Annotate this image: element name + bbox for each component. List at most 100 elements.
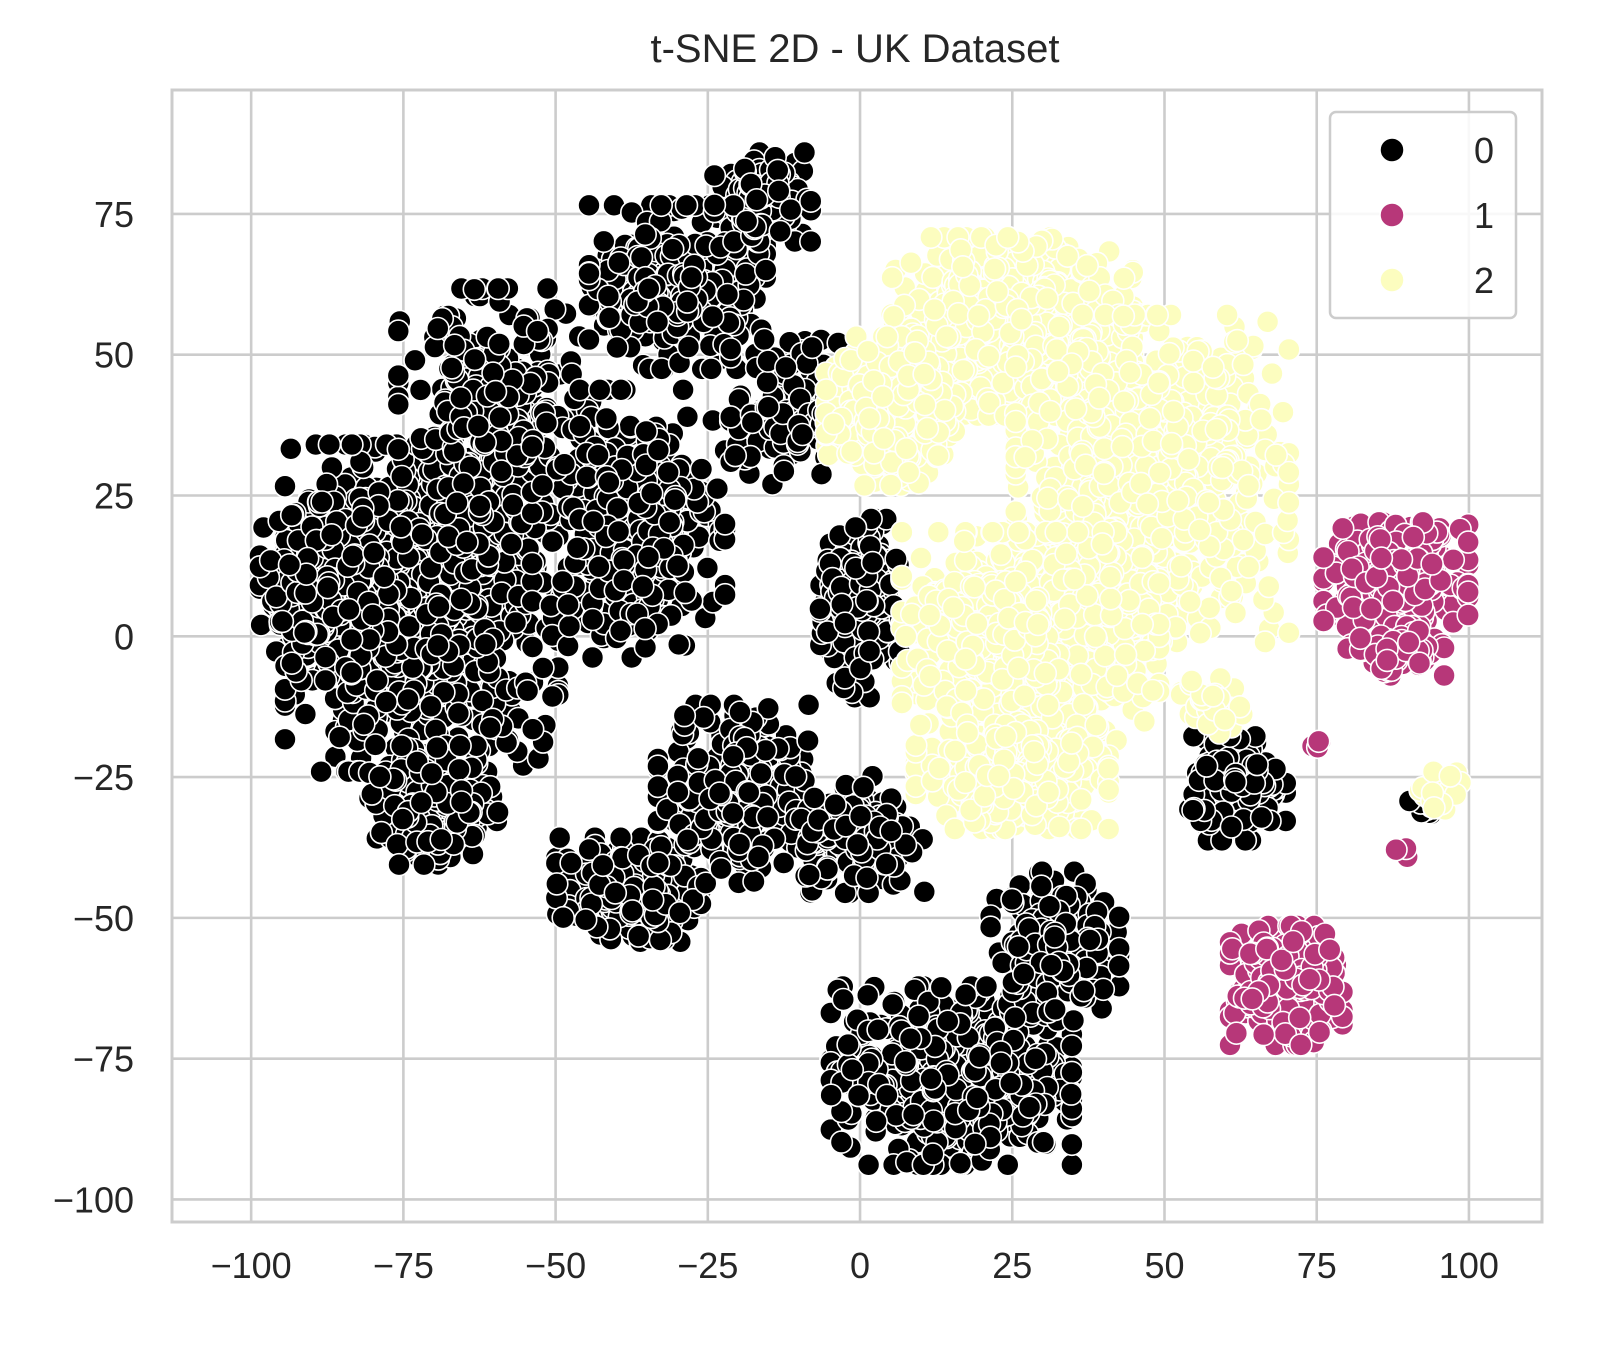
data-point bbox=[921, 1109, 946, 1133]
data-point bbox=[998, 1071, 1023, 1095]
data-point bbox=[611, 548, 636, 573]
data-point bbox=[665, 553, 690, 578]
data-point bbox=[446, 701, 471, 726]
data-point bbox=[273, 727, 297, 752]
data-point bbox=[1037, 894, 1062, 919]
data-point bbox=[640, 888, 665, 912]
data-point bbox=[386, 392, 411, 417]
data-point bbox=[718, 405, 743, 429]
data-point bbox=[586, 443, 610, 468]
data-point bbox=[772, 459, 796, 484]
data-point bbox=[319, 522, 344, 547]
data-point bbox=[309, 759, 333, 784]
data-point bbox=[633, 222, 658, 247]
data-point bbox=[577, 261, 601, 286]
data-point bbox=[278, 436, 303, 461]
data-point bbox=[848, 804, 873, 829]
data-point bbox=[649, 193, 674, 218]
data-point bbox=[879, 819, 903, 843]
data-point bbox=[989, 1051, 1013, 1075]
data-point bbox=[1330, 516, 1355, 541]
data-point bbox=[765, 158, 790, 183]
data-point bbox=[1043, 997, 1067, 1022]
data-point bbox=[636, 545, 661, 569]
data-point bbox=[1359, 596, 1384, 621]
data-point bbox=[663, 487, 687, 512]
data-point bbox=[478, 715, 503, 740]
data-point bbox=[419, 761, 444, 786]
data-point bbox=[1017, 1095, 1042, 1119]
data-point bbox=[629, 245, 654, 270]
data-point bbox=[633, 616, 657, 641]
data-point bbox=[466, 414, 491, 438]
data-point bbox=[715, 282, 740, 307]
data-point bbox=[575, 465, 599, 489]
data-point bbox=[967, 1045, 992, 1069]
data-point bbox=[755, 370, 779, 394]
data-point bbox=[439, 356, 464, 380]
data-point bbox=[766, 179, 791, 203]
data-point bbox=[796, 728, 820, 753]
data-point bbox=[792, 140, 817, 165]
data-point bbox=[552, 452, 577, 477]
data-point bbox=[674, 193, 699, 218]
data-point bbox=[718, 337, 743, 361]
data-point bbox=[473, 632, 498, 657]
data-point bbox=[1059, 1082, 1083, 1106]
data-point bbox=[449, 790, 474, 814]
data-point bbox=[386, 437, 411, 462]
data-point bbox=[702, 163, 727, 188]
data-point bbox=[386, 319, 411, 343]
data-point bbox=[350, 504, 375, 529]
data-point bbox=[864, 1109, 888, 1134]
data-point bbox=[1031, 1130, 1056, 1154]
data-point bbox=[796, 692, 821, 717]
data-point bbox=[608, 618, 633, 643]
data-point bbox=[462, 347, 487, 372]
data-point bbox=[666, 780, 690, 805]
data-point bbox=[676, 335, 701, 359]
data-point bbox=[412, 852, 436, 877]
data-point bbox=[645, 310, 670, 334]
data-point bbox=[636, 276, 661, 301]
data-point bbox=[727, 832, 752, 857]
data-point bbox=[315, 575, 340, 600]
data-point bbox=[577, 193, 601, 218]
data-point bbox=[327, 725, 352, 750]
data-point bbox=[1311, 545, 1336, 570]
data-point bbox=[486, 800, 510, 825]
data-point bbox=[1107, 904, 1131, 929]
data-point bbox=[1456, 580, 1480, 604]
data-point bbox=[856, 1153, 881, 1177]
data-point bbox=[1456, 603, 1480, 627]
data-point bbox=[768, 219, 793, 244]
data-point bbox=[740, 410, 765, 435]
data-point bbox=[893, 1049, 918, 1074]
data-point bbox=[607, 250, 631, 275]
data-point bbox=[1389, 547, 1414, 572]
data-point bbox=[808, 596, 832, 621]
data-point bbox=[672, 703, 697, 728]
data-point bbox=[1011, 962, 1036, 986]
data-point bbox=[270, 609, 295, 634]
data-point bbox=[425, 316, 450, 341]
data-point bbox=[755, 805, 780, 830]
data-point bbox=[656, 460, 681, 485]
data-point bbox=[603, 881, 628, 905]
data-point bbox=[749, 761, 773, 786]
data-point bbox=[744, 188, 769, 212]
data-point bbox=[1060, 1034, 1084, 1058]
data-point bbox=[293, 702, 318, 726]
data-point bbox=[426, 633, 450, 658]
data-point bbox=[535, 276, 560, 301]
data-point bbox=[550, 569, 575, 594]
data-point bbox=[689, 457, 714, 481]
data-point bbox=[362, 541, 386, 565]
data-point bbox=[1060, 1153, 1084, 1177]
data-point bbox=[525, 319, 550, 344]
data-point bbox=[1023, 1047, 1048, 1071]
data-point bbox=[912, 879, 937, 904]
data-point bbox=[499, 532, 524, 556]
data-point bbox=[556, 634, 580, 658]
